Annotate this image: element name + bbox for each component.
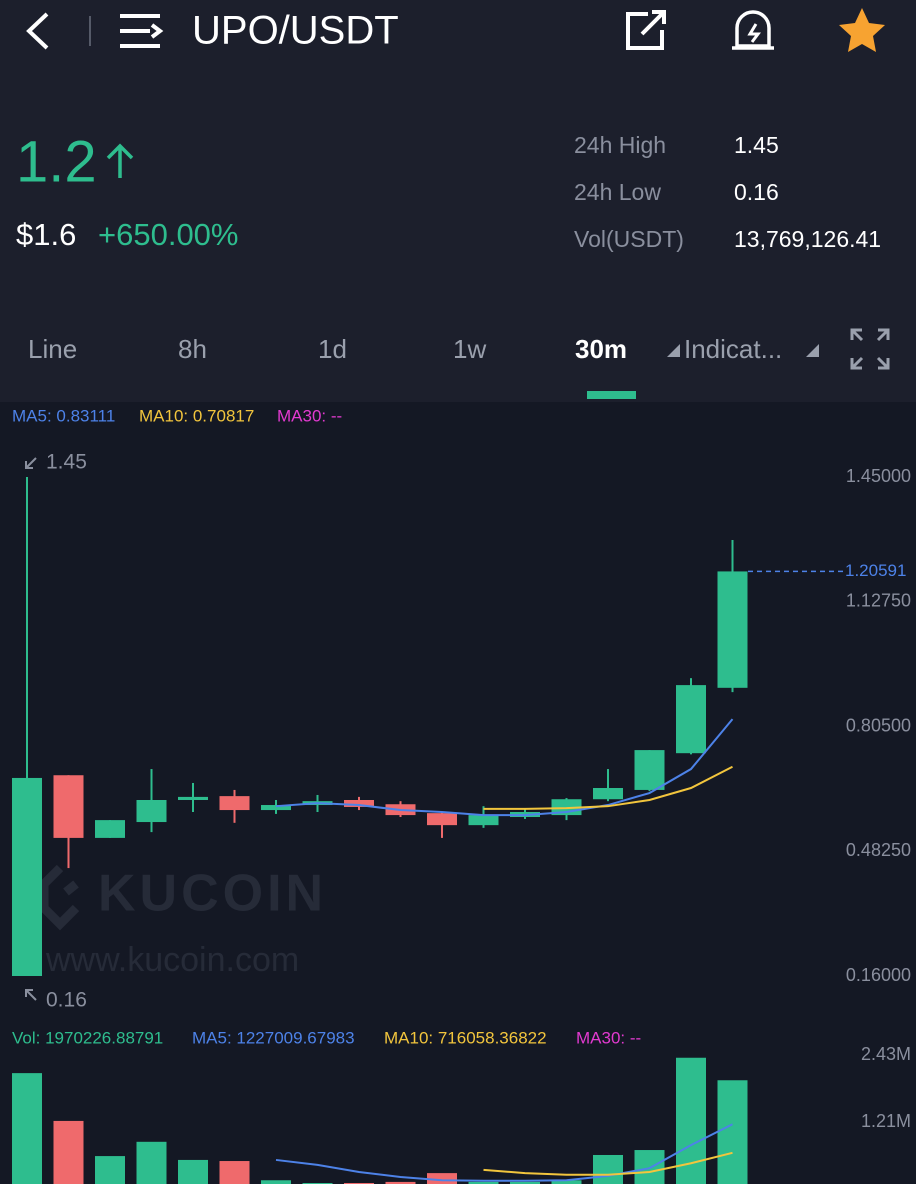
- timeframe-tab[interactable]: Line: [28, 334, 77, 364]
- stat-label: 24h Low: [574, 179, 661, 205]
- stat-value: 0.16: [734, 179, 779, 205]
- candle-body: [12, 777, 42, 976]
- volume-bar: [53, 1120, 84, 1184]
- candle-body: [178, 796, 208, 800]
- volume-bar: [634, 1150, 665, 1184]
- y-tick-label: 0.80500: [846, 715, 911, 735]
- low-arrow: [25, 989, 37, 1001]
- stat-label: Vol(USDT): [574, 226, 684, 252]
- timeframe-tab[interactable]: 30m: [575, 334, 627, 364]
- header-bg: [0, 0, 916, 402]
- y-tick-label: 1.12750: [846, 591, 911, 611]
- ma-line: [275, 718, 734, 817]
- ma-line: [275, 1123, 733, 1182]
- high-arrow: [25, 457, 37, 469]
- alert-button[interactable]: [732, 10, 774, 50]
- volume-bar: [136, 1141, 167, 1184]
- indicator-triangle: [667, 344, 680, 357]
- y-tick-label: 1.21M: [861, 1111, 911, 1131]
- indicator-triangle: [806, 344, 819, 357]
- stat-label: 24h High: [574, 132, 666, 158]
- share-button[interactable]: [626, 10, 666, 50]
- candle-body: [676, 685, 706, 754]
- volume-bar: [385, 1181, 416, 1184]
- y-tick-label: 0.16000: [846, 965, 911, 985]
- candle-body: [136, 799, 167, 823]
- volume-bar: [717, 1080, 748, 1184]
- y-tick-label: 2.43M: [861, 1044, 911, 1064]
- volume-bar: [95, 1156, 125, 1184]
- legend-entry: MA5: 1227009.67983: [192, 1028, 355, 1047]
- high-label: 1.45: [46, 451, 87, 474]
- y-tick-label: 1.45000: [846, 466, 911, 486]
- candle-body: [344, 799, 374, 807]
- stat-value: 1.45: [734, 132, 779, 158]
- volume-bar: [510, 1181, 540, 1184]
- watermark-url: www.kucoin.com: [45, 941, 299, 979]
- legend-entry: MA30: --: [576, 1028, 641, 1047]
- volume-bar: [219, 1161, 250, 1184]
- pair-title: UPO/USDT: [192, 9, 399, 53]
- usd-price: $1.6: [16, 217, 76, 252]
- last-price-label: 1.20591: [845, 561, 906, 580]
- legend-entry: MA5: 0.83111: [12, 406, 115, 425]
- legend-entry: MA10: 716058.36822: [384, 1028, 547, 1047]
- candle-body: [468, 815, 499, 826]
- timeframe-tab[interactable]: 1w: [453, 334, 486, 364]
- favorite-star[interactable]: [839, 8, 885, 52]
- low-label: 0.16: [46, 989, 87, 1012]
- timeframe-tab[interactable]: Indicat...: [684, 334, 782, 364]
- candle-body: [219, 796, 250, 811]
- volume-bar: [551, 1180, 582, 1184]
- candle-body: [634, 750, 665, 790]
- last-price: 1.2: [16, 129, 97, 194]
- watermark-logo: [39, 864, 80, 931]
- stat-value: 13,769,126.41: [734, 226, 881, 252]
- candle-body: [95, 820, 125, 838]
- timeframe-tab[interactable]: 8h: [178, 334, 207, 364]
- volume-bar: [427, 1173, 457, 1184]
- ma-line: [483, 1151, 733, 1176]
- ma-line: [483, 765, 733, 810]
- watermark-brand: KUCOIN: [98, 865, 327, 923]
- legend-entry: MA10: 0.70817: [139, 406, 254, 425]
- candle-body: [261, 805, 291, 811]
- volume-bar: [261, 1180, 291, 1184]
- active-tab-indicator: [587, 391, 636, 399]
- up-arrow: [106, 143, 134, 178]
- chart-bg: [0, 402, 916, 1184]
- back-button[interactable]: [26, 12, 49, 50]
- y-tick-label: 0.48250: [846, 840, 911, 860]
- timeframe-tab[interactable]: 1d: [318, 334, 347, 364]
- volume-bar: [12, 1073, 42, 1184]
- legend-entry: MA30: --: [277, 406, 342, 425]
- legend-entry: Vol: 1970226.88791: [12, 1028, 163, 1047]
- volume-bar: [468, 1181, 499, 1184]
- price-change: +650.00%: [98, 217, 238, 252]
- fullscreen-button[interactable]: [850, 328, 890, 370]
- candle-body: [593, 788, 623, 800]
- candle-body: [427, 813, 457, 826]
- volume-bar: [593, 1154, 623, 1184]
- candle-body: [717, 571, 748, 688]
- volume-bar: [178, 1159, 208, 1184]
- candle-body: [53, 775, 84, 838]
- menu-button[interactable]: [120, 14, 164, 48]
